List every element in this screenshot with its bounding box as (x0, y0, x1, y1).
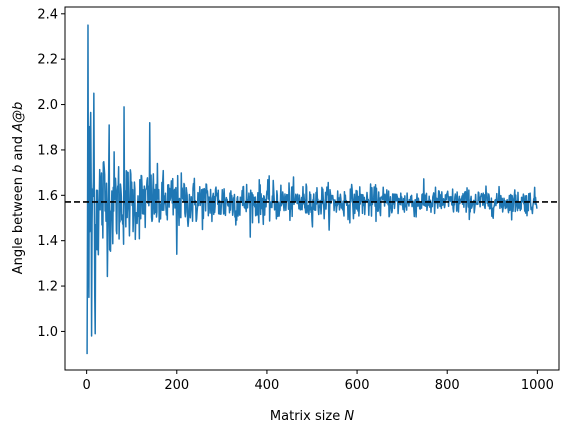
x-axis-label-text: Matrix size (270, 409, 344, 424)
y-tick-label: 1.6 (37, 189, 58, 204)
x-tick-label: 400 (255, 378, 280, 393)
x-tick-label: 0 (82, 378, 90, 393)
x-tick-label: 200 (164, 378, 189, 393)
y-axis-label: Angle between b and A@b (11, 102, 26, 275)
y-tick-label: 1.2 (37, 280, 58, 295)
y-axis-label-part-1: Angle between (11, 173, 26, 274)
x-tick-label: 800 (435, 378, 460, 393)
angle-series-line (86, 24, 538, 355)
y-axis-label-var-ab: A@b (11, 102, 26, 133)
x-tick-label: 600 (345, 378, 370, 393)
x-axis-label-variable: N (344, 409, 354, 424)
plot-frame (64, 6, 560, 371)
y-tick-label: 2.0 (37, 98, 58, 113)
x-tick-label: 1000 (521, 378, 554, 393)
x-axis-label: Matrix size N (270, 409, 354, 424)
y-tick-label: 1.4 (37, 234, 58, 249)
y-tick-label: 1.8 (37, 143, 58, 158)
y-axis-label-part-3: and (11, 132, 26, 165)
y-tick-label: 2.4 (37, 7, 58, 22)
y-axis-label-var-b: b (11, 165, 26, 173)
y-tick-label: 1.0 (37, 325, 58, 340)
y-tick-label: 2.2 (37, 53, 58, 68)
